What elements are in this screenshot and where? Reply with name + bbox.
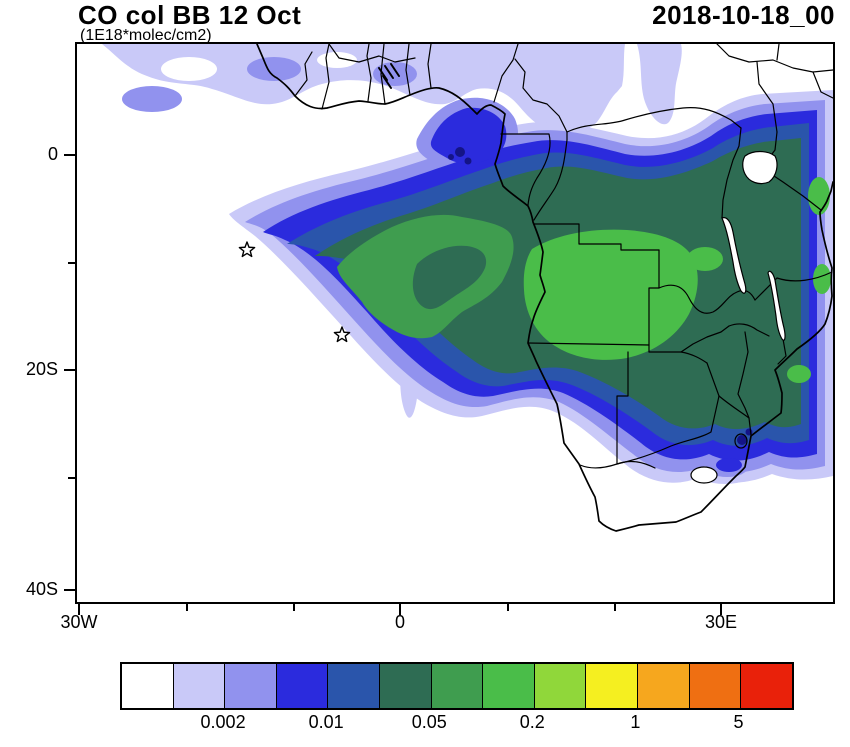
lake-victoria bbox=[742, 150, 778, 185]
colorbar-label: 0.002 bbox=[200, 712, 246, 732]
contour-level-brightgreen bbox=[523, 177, 831, 383]
map-canvas bbox=[102, 43, 834, 532]
colorbar-cell bbox=[224, 664, 276, 708]
colorbar-cell bbox=[275, 664, 328, 708]
colorbar-cell bbox=[688, 664, 741, 708]
lake-malawi bbox=[767, 270, 786, 341]
x-major-tick bbox=[399, 604, 401, 615]
x-minor-tick bbox=[293, 604, 295, 611]
colorbar-label: 0.05 bbox=[411, 712, 447, 732]
colorbar-cell bbox=[637, 664, 689, 708]
star-markers bbox=[238, 241, 351, 343]
lakes bbox=[721, 150, 786, 341]
y-tick-label-20s: 20S bbox=[25, 359, 58, 379]
x-minor-tick bbox=[507, 604, 509, 611]
colorbar-labels: 0.002 0.01 0.05 0.2 1 5 bbox=[120, 712, 790, 736]
x-major-tick bbox=[78, 604, 80, 615]
y-tick-label-0: 0 bbox=[47, 144, 58, 164]
colorbar-cell bbox=[379, 664, 431, 708]
colorbar-cell bbox=[172, 664, 225, 708]
colorbar-cell bbox=[430, 664, 483, 708]
map-frame bbox=[75, 42, 835, 604]
y-minor-tick bbox=[68, 477, 75, 479]
x-major-tick bbox=[720, 604, 722, 615]
contour-teal-core-hole bbox=[412, 245, 487, 310]
units-label: (1E18*molec/cm2) bbox=[80, 27, 212, 44]
colorbar-cell bbox=[740, 664, 792, 708]
datetime-label: 2018-10-18_00 bbox=[652, 0, 835, 30]
x-tick-label-0: 0 bbox=[394, 612, 405, 632]
colorbar-swatches bbox=[120, 662, 794, 710]
x-tick-label-30e: 30E bbox=[704, 612, 738, 632]
colorbar-label: 1 bbox=[630, 712, 641, 732]
page-title: CO col BB 12 Oct bbox=[78, 0, 302, 30]
colorbar-cell bbox=[327, 664, 380, 708]
coastline bbox=[256, 43, 834, 532]
star-marker-1 bbox=[238, 241, 256, 258]
colorbar-cell bbox=[482, 664, 534, 708]
colorbar-label: 0.2 bbox=[519, 712, 545, 732]
y-major-tick bbox=[64, 589, 75, 591]
x-tick-label-30w: 30W bbox=[60, 612, 98, 632]
colorbar-label: 0.01 bbox=[308, 712, 344, 732]
star-marker-2 bbox=[333, 326, 351, 343]
colorbar-cell bbox=[122, 664, 173, 708]
colorbar-cell bbox=[533, 664, 586, 708]
y-major-tick bbox=[64, 154, 75, 156]
y-major-tick bbox=[64, 369, 75, 371]
contour-north-lavender bbox=[102, 44, 682, 134]
contour-north-periwinkle bbox=[122, 57, 417, 112]
colorbar-cell bbox=[585, 664, 638, 708]
x-minor-tick bbox=[614, 604, 616, 611]
colorbar-label: 5 bbox=[733, 712, 744, 732]
y-minor-tick bbox=[68, 262, 75, 264]
lake-tanganyika bbox=[721, 217, 747, 294]
y-tick-label-40s: 40S bbox=[25, 579, 58, 599]
hatch-marks bbox=[378, 63, 400, 89]
x-minor-tick bbox=[186, 604, 188, 611]
